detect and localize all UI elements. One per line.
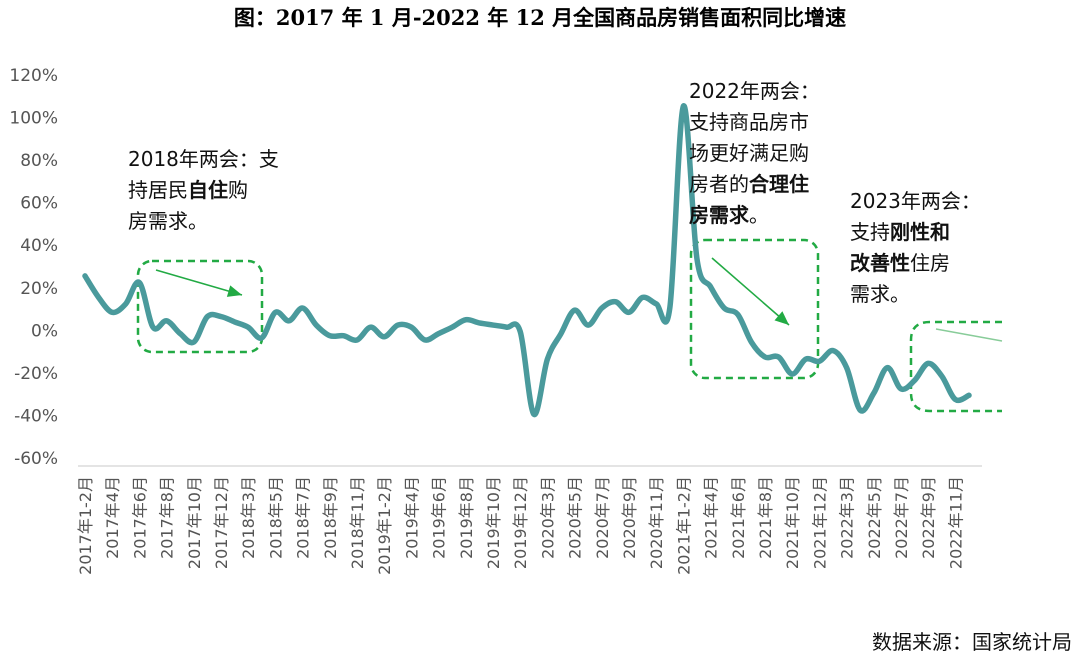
data-source: 数据来源：国家统计局 bbox=[872, 630, 1072, 654]
x-tick-label: 2020年3月 bbox=[538, 476, 557, 559]
x-tick-label: 2021年6月 bbox=[729, 476, 748, 559]
x-axis-ticks: 2017年1-2月 2017年4月 2017年6月 2017年8月 2017年10月 20… bbox=[76, 476, 965, 575]
x-tick-label: 2017年12月 bbox=[212, 476, 231, 569]
annotation-2023-bold1: 刚性和 bbox=[890, 220, 950, 244]
x-tick-label: 2017年1-2月 bbox=[76, 476, 95, 575]
x-tick-label: 2019年4月 bbox=[402, 476, 421, 559]
annotation-2018-line2a: 持居民 bbox=[128, 178, 188, 202]
x-tick-label: 2021年4月 bbox=[702, 476, 721, 559]
x-tick-label: 2018年7月 bbox=[294, 476, 313, 559]
x-tick-label: 2019年1-2月 bbox=[375, 476, 394, 575]
x-tick-label: 2019年12月 bbox=[511, 476, 530, 569]
x-tick-label: 2021年1-2月 bbox=[674, 476, 693, 575]
annotation-2023-line1: 2023年两会： bbox=[850, 189, 981, 213]
x-tick-label: 2020年11月 bbox=[647, 476, 666, 569]
x-tick-label: 2022年7月 bbox=[892, 476, 911, 559]
chart-title: 图：2017 年 1 月-2022 年 12 月全国商品房销售面积同比增速 bbox=[233, 5, 847, 30]
x-tick-label: 2021年10月 bbox=[783, 476, 802, 569]
x-tick-label: 2022年3月 bbox=[838, 476, 857, 559]
annotation-2018: 2018年两会：支 持居民自住购 房需求。 bbox=[128, 144, 279, 237]
highlight-box-2022 bbox=[689, 238, 820, 380]
annotation-2018-line3: 房需求。 bbox=[128, 209, 208, 233]
x-tick-label: 2020年9月 bbox=[620, 476, 639, 559]
series-line bbox=[82, 103, 972, 417]
y-tick-label: 80% bbox=[20, 151, 58, 171]
y-tick-label: 100% bbox=[9, 109, 58, 129]
y-tick-label: 40% bbox=[20, 236, 58, 256]
annotation-2023-line3b: 住房 bbox=[910, 251, 950, 275]
annotation-2023-bold2: 改善性 bbox=[850, 251, 910, 275]
trend-arrow-2018 bbox=[155, 269, 243, 296]
annotation-2022-line5b: 。 bbox=[749, 203, 769, 227]
annotation-2022-line3: 场更好满足购 bbox=[689, 141, 809, 165]
trend-arrow-2022-head bbox=[774, 311, 789, 325]
x-tick-label: 2022年11月 bbox=[946, 476, 965, 569]
annotation-2022-bold2: 房需求 bbox=[689, 203, 749, 227]
y-tick-label: -60% bbox=[14, 449, 58, 469]
annotation-2018-bold: 自住 bbox=[188, 178, 228, 202]
annotation-2022: 2022年两会： 支持商品房市 场更好满足购 房者的合理住 房需求。 bbox=[689, 76, 820, 231]
x-tick-label: 2019年10月 bbox=[484, 476, 503, 569]
x-tick-label: 2019年6月 bbox=[430, 476, 449, 559]
highlight-box-2018 bbox=[136, 259, 264, 354]
y-tick-label: 20% bbox=[20, 279, 58, 299]
annotation-2022-bold1: 合理住 bbox=[749, 172, 809, 196]
annotation-2023: 2023年两会： 支持刚性和 改善性住房 需求。 bbox=[850, 186, 981, 310]
y-tick-label: 60% bbox=[20, 194, 58, 214]
y-tick-label: 120% bbox=[9, 66, 58, 86]
x-tick-label: 2020年7月 bbox=[593, 476, 612, 559]
y-tick-label: -20% bbox=[14, 364, 58, 384]
highlight-boxes bbox=[136, 238, 1003, 413]
x-tick-label: 2017年4月 bbox=[103, 476, 122, 559]
x-tick-label: 2022年5月 bbox=[865, 476, 884, 559]
x-tick-label: 2018年3月 bbox=[239, 476, 258, 559]
x-tick-label: 2022年9月 bbox=[919, 476, 938, 559]
trend-arrow-2018-head bbox=[226, 285, 242, 297]
x-tick-label: 2018年5月 bbox=[266, 476, 285, 559]
annotation-2018-line1: 2018年两会：支 bbox=[128, 147, 279, 171]
x-tick-label: 2018年11月 bbox=[348, 476, 367, 569]
annotation-2023-line2a: 支持 bbox=[850, 220, 890, 244]
x-tick-label: 2018年9月 bbox=[321, 476, 340, 559]
y-tick-label: 0% bbox=[31, 321, 58, 341]
annotation-2023-line4: 需求。 bbox=[850, 282, 910, 306]
x-tick-label: 2017年6月 bbox=[130, 476, 149, 559]
x-tick-label: 2021年12月 bbox=[810, 476, 829, 569]
x-tick-label: 2019年8月 bbox=[457, 476, 476, 559]
trend-arrow-2023 bbox=[935, 328, 1003, 342]
annotation-2018-line2b: 购 bbox=[228, 178, 248, 202]
trend-arrow-2022 bbox=[711, 257, 790, 326]
y-axis-ticks: 120% 100% 80% 60% 40% 20% 0% -20% -40% -60% bbox=[9, 66, 58, 469]
annotation-2022-line4a: 房者的 bbox=[689, 172, 749, 196]
x-tick-label: 2020年5月 bbox=[566, 476, 585, 559]
annotation-2022-line1: 2022年两会： bbox=[689, 79, 820, 103]
x-tick-label: 2021年8月 bbox=[756, 476, 775, 559]
y-tick-label: -40% bbox=[14, 406, 58, 426]
x-tick-label: 2017年8月 bbox=[158, 476, 177, 559]
annotation-2022-line2: 支持商品房市 bbox=[689, 110, 809, 134]
x-tick-label: 2017年10月 bbox=[185, 476, 204, 569]
